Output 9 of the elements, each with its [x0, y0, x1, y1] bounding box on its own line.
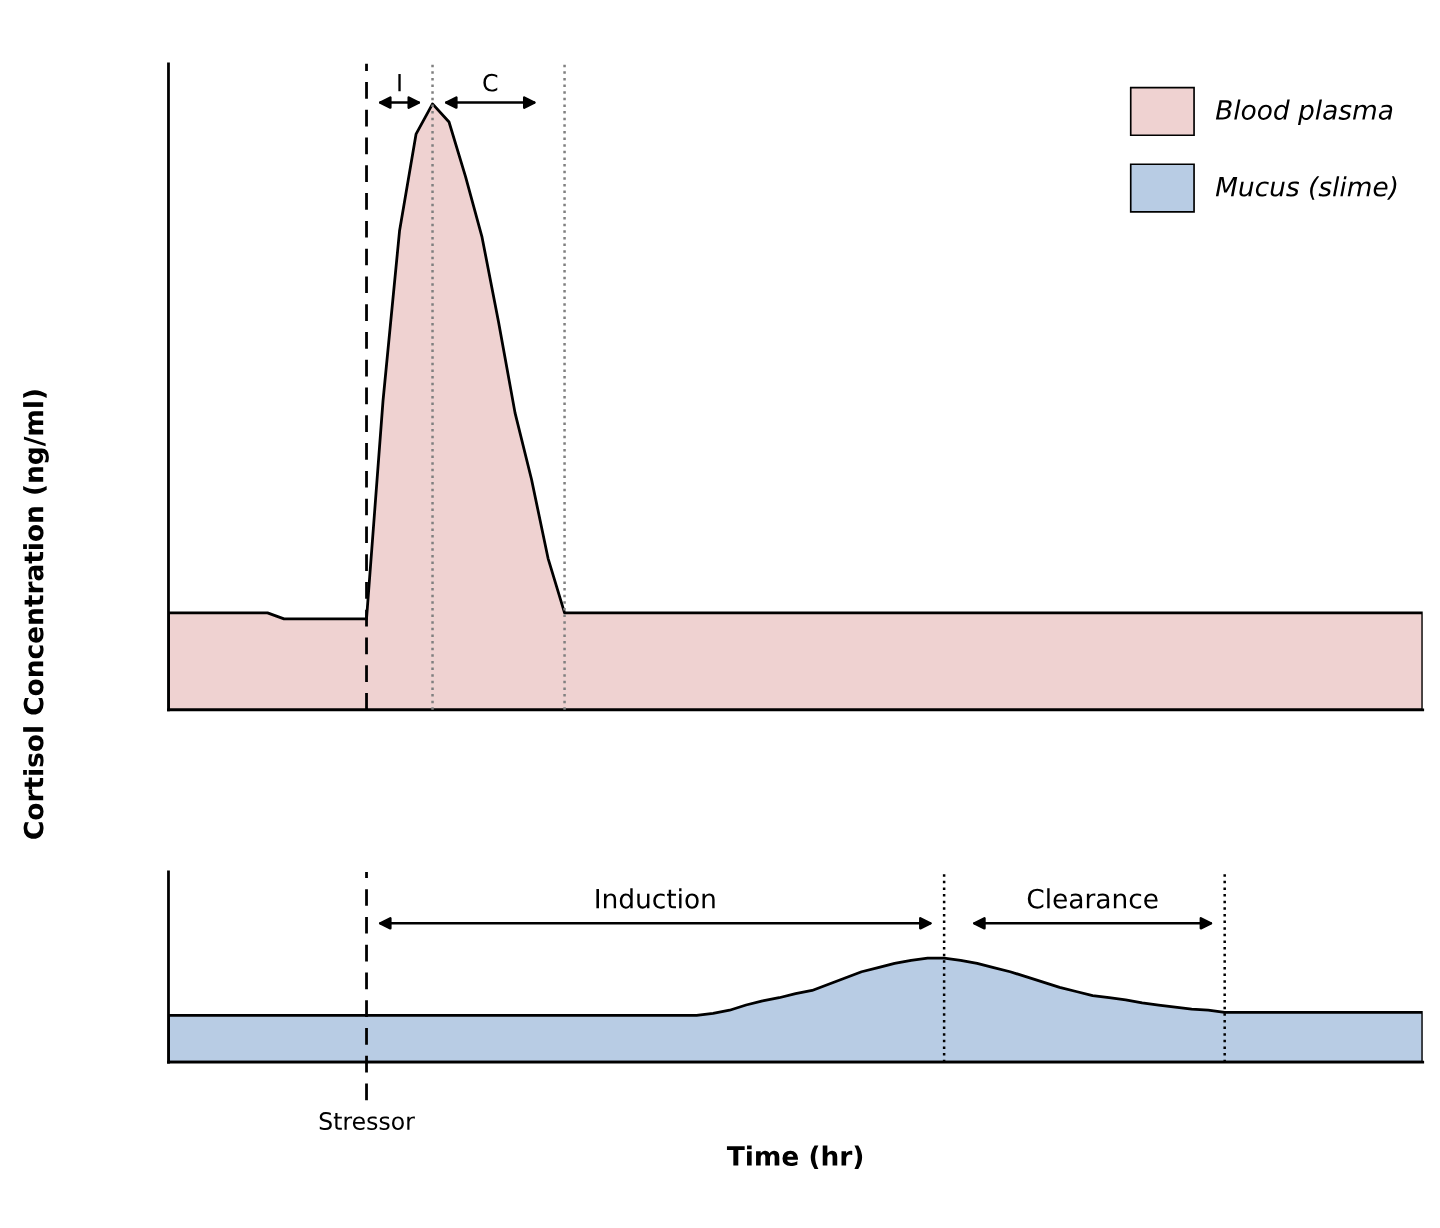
- text: Clearance: [1027, 888, 1158, 909]
- text: I: [398, 74, 401, 92]
- legend-label: Blood plasma: [1215, 99, 1393, 126]
- text: Stressor: [319, 1112, 415, 1130]
- legend-label: Mucus (slime): [1215, 176, 1397, 200]
- x-axis-title: Time (hr): [726, 1145, 863, 1170]
- text: Induction: [596, 888, 715, 909]
- y-axis-title: Cortisol Concentration (ng/ml): [23, 390, 49, 839]
- text: C: [483, 73, 498, 92]
